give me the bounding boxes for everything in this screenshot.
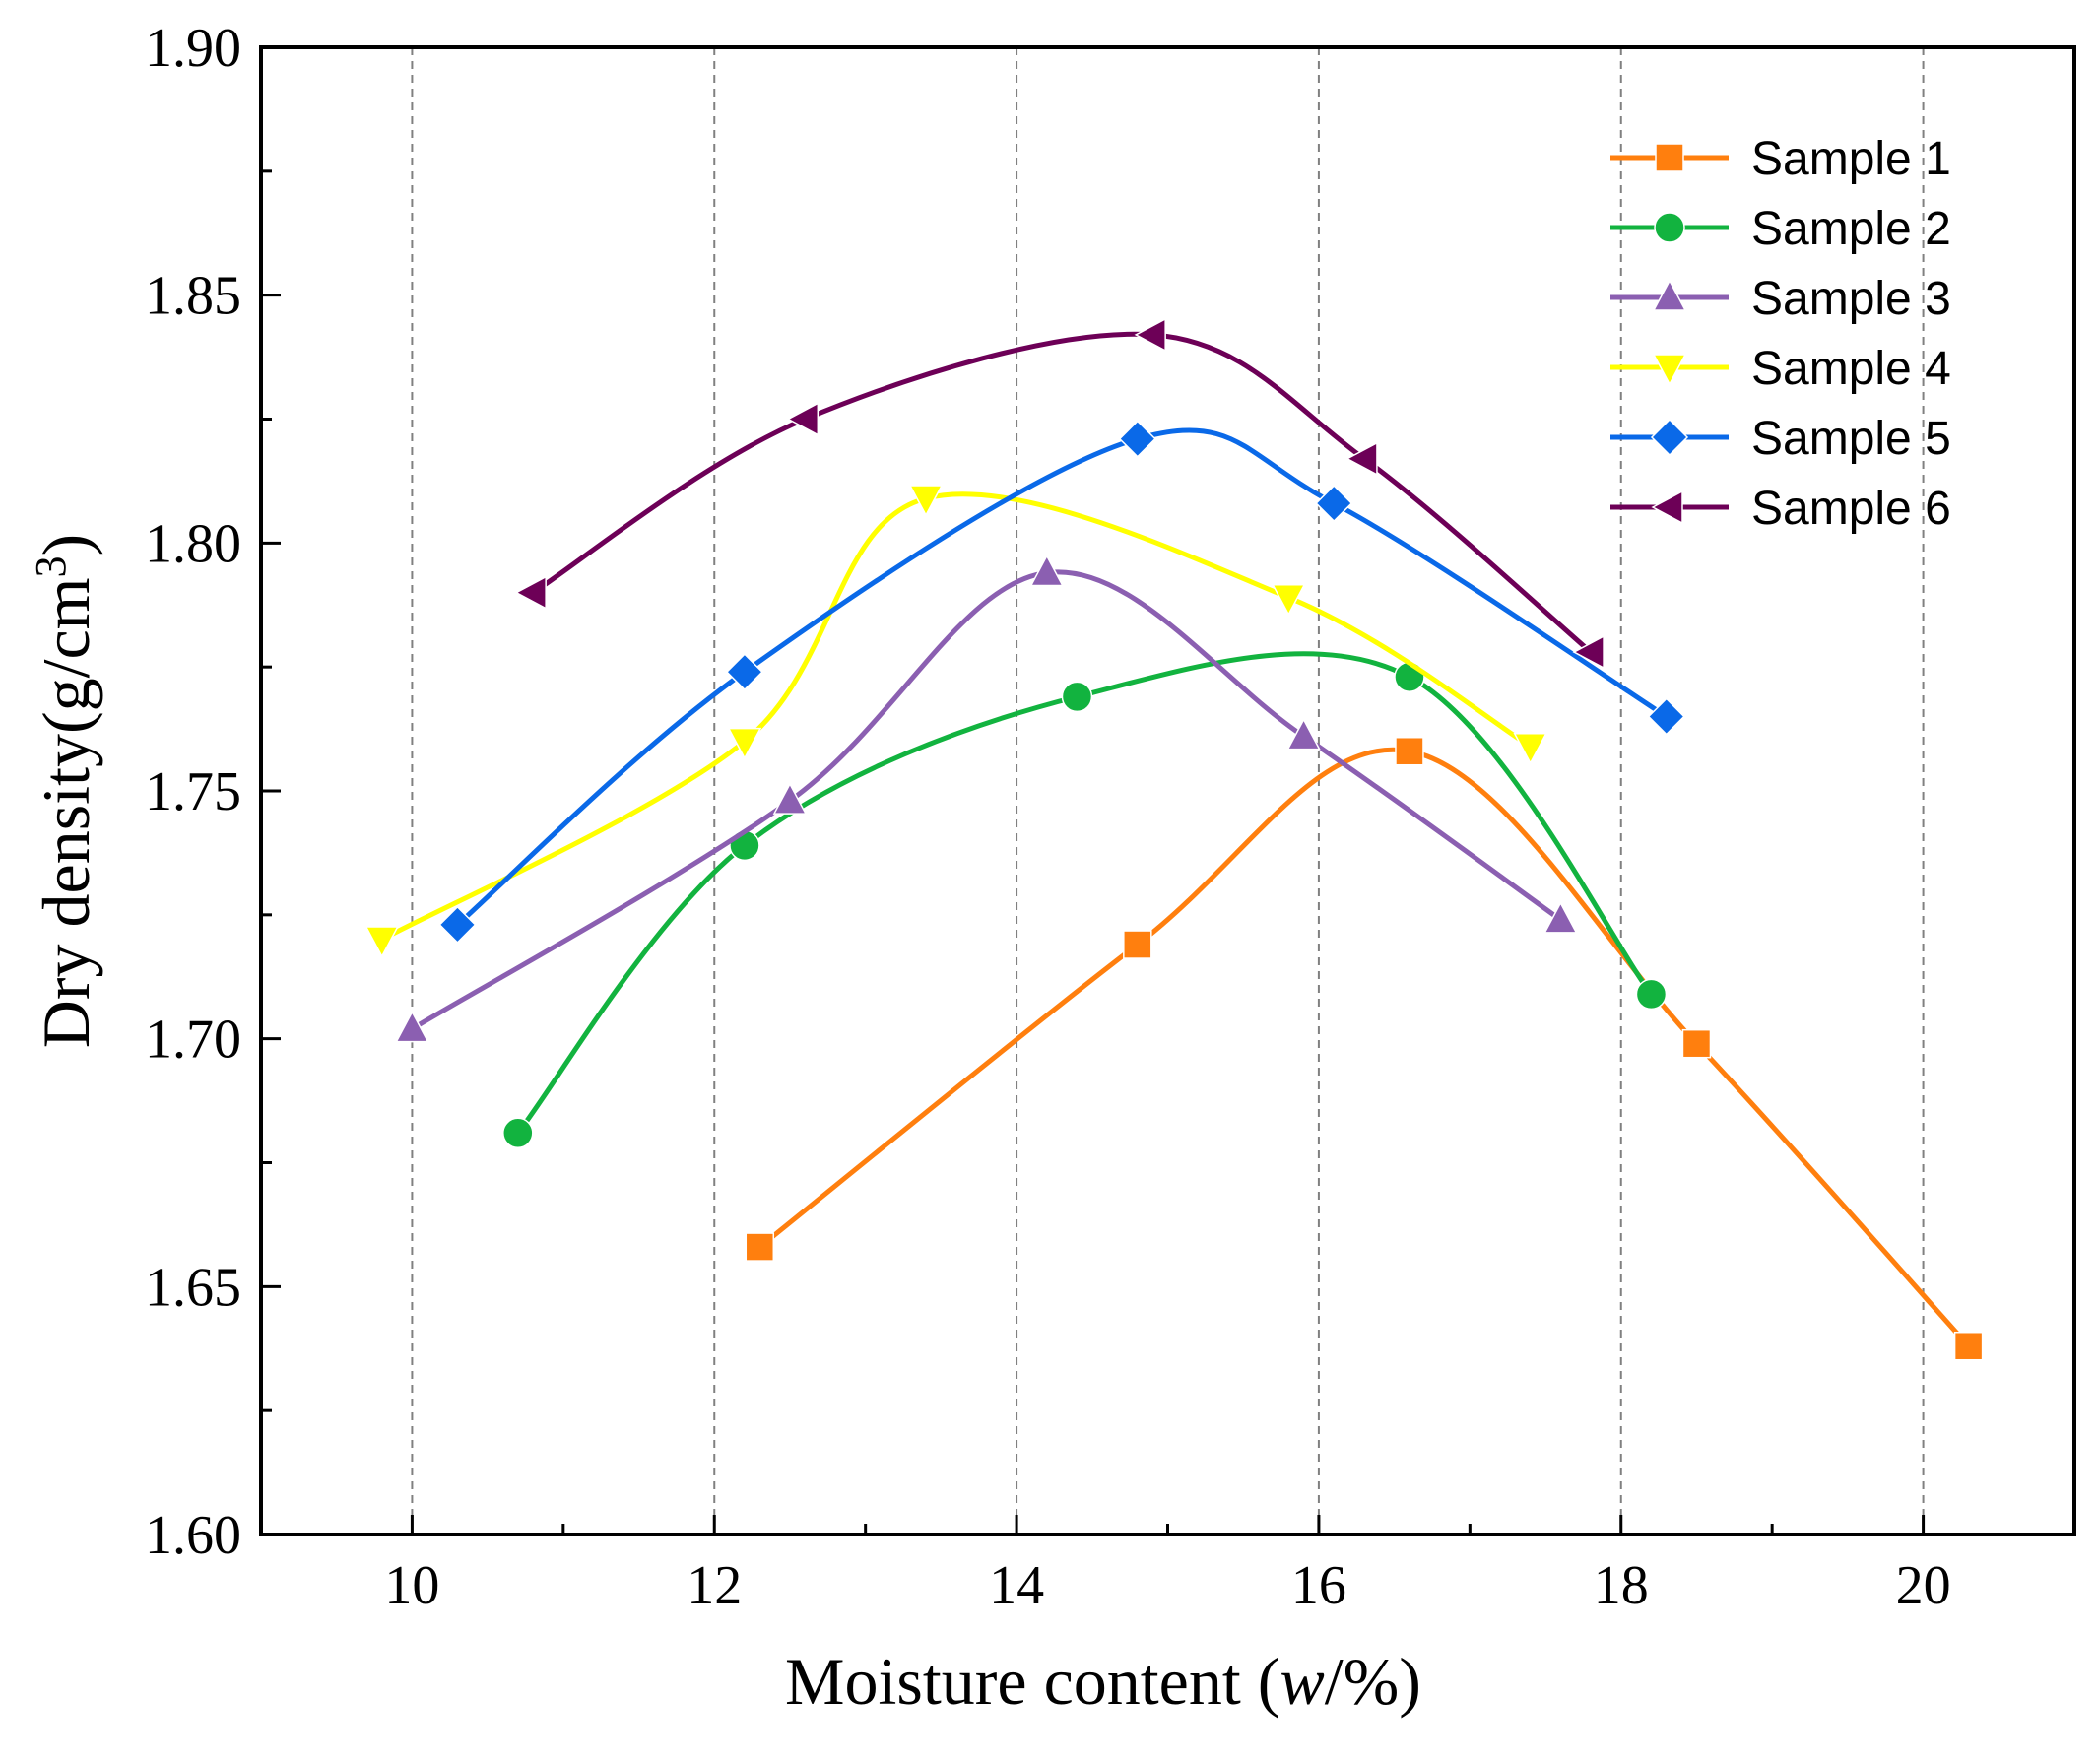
y-tick-label: 1.75	[145, 761, 241, 822]
legend-item-sample-3: Sample 3	[1610, 273, 1951, 325]
x-tick-label: 10	[384, 1555, 439, 1616]
series-line-sample-3	[409, 569, 1563, 1032]
x-tick-labels: 10 12 14 16 18 20	[384, 1555, 1950, 1616]
data-point-sample-2	[502, 1117, 534, 1149]
data-point-sample-1	[1123, 930, 1152, 959]
y-tick-label: 1.70	[145, 1010, 241, 1071]
legend-marker	[1651, 490, 1683, 525]
x-axis-title: Moisture content (w/%)	[785, 1644, 1421, 1719]
data-point-sample-5	[1118, 420, 1156, 458]
y-tick-labels: 1.60 1.65 1.70 1.75 1.80 1.85 1.90	[145, 18, 241, 1566]
series-sample-5	[438, 420, 1685, 944]
data-point-sample-3	[1029, 554, 1065, 587]
x-tick-label: 12	[687, 1555, 742, 1616]
legend-label: Sample 5	[1751, 413, 1951, 465]
series-sample-4	[364, 485, 1547, 958]
data-point-sample-2	[1061, 681, 1093, 713]
data-point-sample-5	[725, 653, 763, 691]
data-point-sample-1	[1395, 736, 1424, 766]
y-axis-title: Dry density(g/cm3)	[27, 534, 103, 1048]
legend-item-sample-1: Sample 1	[1610, 133, 1951, 185]
legend-label: Sample 2	[1751, 203, 1951, 255]
data-point-sample-1	[1953, 1331, 1984, 1361]
series-layer	[364, 317, 1984, 1361]
legend-marker	[1650, 418, 1689, 457]
legend-label: Sample 3	[1751, 273, 1951, 325]
data-point-sample-4	[364, 926, 399, 958]
axis-ticks	[259, 45, 2076, 1536]
data-point-sample-6	[1345, 441, 1378, 477]
legend-item-sample-6: Sample 6	[1610, 483, 1951, 535]
data-point-sample-3	[395, 1011, 429, 1043]
data-point-sample-4	[727, 727, 762, 760]
data-point-sample-5	[1315, 485, 1353, 523]
series-line-sample-5	[454, 427, 1670, 928]
legend-label: Sample 6	[1751, 483, 1951, 535]
data-point-sample-3	[1286, 718, 1321, 751]
data-point-sample-5	[1647, 697, 1685, 736]
data-point-sample-3	[1543, 901, 1578, 934]
legend-item-sample-2: Sample 2	[1610, 203, 1951, 255]
data-point-sample-2	[729, 829, 760, 862]
series-sample-6	[514, 317, 1605, 670]
data-point-sample-4	[908, 485, 944, 517]
legend-marker	[1652, 354, 1687, 386]
y-tick-label: 1.90	[145, 18, 241, 79]
series-sample-3	[395, 554, 1578, 1043]
data-point-sample-2	[1394, 661, 1425, 692]
data-point-sample-4	[1271, 583, 1306, 617]
legend-label: Sample 4	[1751, 343, 1951, 395]
legend-label: Sample 1	[1751, 133, 1951, 185]
legend: Sample 1 Sample 2 Sample 3 Sample 4 Sample 5…	[1610, 133, 1951, 535]
data-point-sample-6	[1134, 317, 1166, 353]
data-point-sample-2	[1635, 978, 1668, 1011]
legend-marker	[1655, 143, 1684, 172]
data-point-sample-1	[745, 1232, 775, 1262]
y-tick-label: 1.60	[145, 1505, 241, 1566]
data-point-sample-6	[1572, 634, 1605, 670]
x-tick-label: 16	[1291, 1555, 1346, 1616]
series-sample-1	[745, 736, 1984, 1361]
data-point-sample-1	[1681, 1028, 1712, 1059]
data-point-sample-5	[438, 905, 477, 944]
y-tick-label: 1.85	[145, 266, 241, 327]
y-tick-label: 1.65	[145, 1257, 241, 1318]
data-point-sample-4	[1513, 732, 1547, 765]
legend-item-sample-4: Sample 4	[1610, 343, 1951, 395]
x-tick-label: 14	[989, 1555, 1044, 1616]
legend-marker	[1654, 212, 1685, 243]
x-tick-label: 18	[1594, 1555, 1649, 1616]
legend-marker	[1652, 279, 1687, 311]
x-tick-label: 20	[1896, 1555, 1951, 1616]
data-point-sample-6	[514, 575, 547, 610]
data-point-sample-6	[786, 402, 820, 436]
legend-item-sample-5: Sample 5	[1610, 413, 1951, 465]
data-point-sample-3	[772, 782, 808, 815]
y-tick-label: 1.80	[145, 513, 241, 574]
